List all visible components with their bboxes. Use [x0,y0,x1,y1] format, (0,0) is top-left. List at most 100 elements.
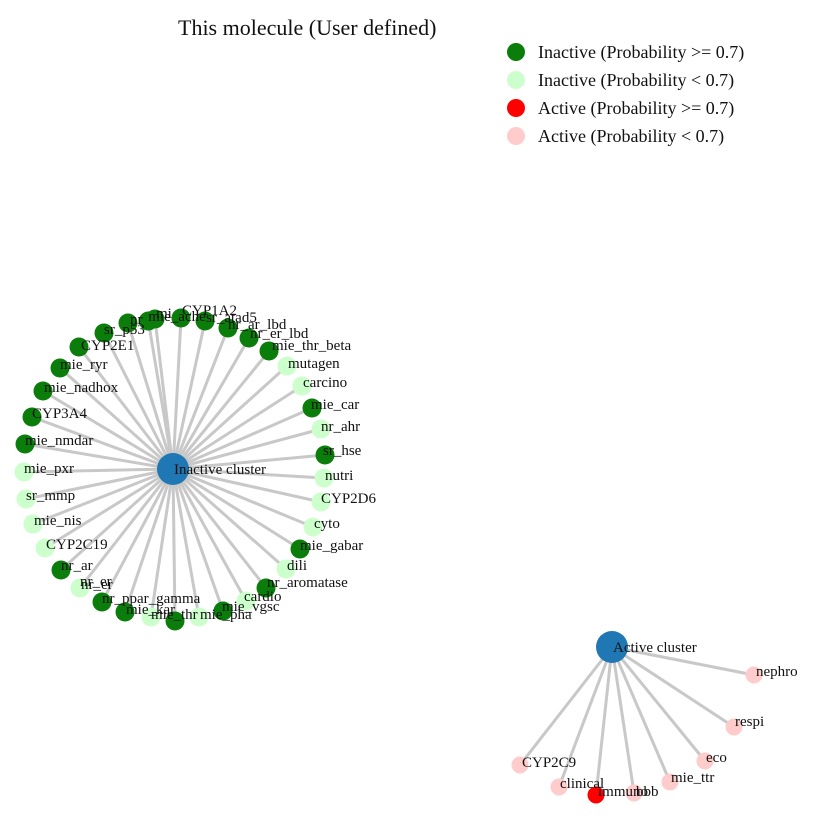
inactive-edge [102,332,175,470]
inactive-node-label: mie_pha [200,607,252,623]
active-edge [611,645,735,729]
inactive-node [115,602,135,622]
inactive-node [141,607,161,627]
inactive-node [138,311,158,331]
active-node-label: mie_ttr [671,770,714,786]
inactive-node-label: mi [156,306,172,322]
inactive-node [118,313,138,333]
inactive-node [16,489,36,509]
active-node-label: bbb [636,784,659,800]
active-cluster-node [596,631,628,663]
active-node [661,773,679,791]
inactive-edge [31,415,174,471]
legend-label-inactive_weak: Inactive (Probability < 0.7) [538,70,734,91]
inactive-node [302,398,322,418]
inactive-node-label: nr_aromatase [267,575,348,591]
inactive-node-label: mutagen [288,356,340,372]
legend-label-active_weak: Active (Probability < 0.7) [538,126,724,147]
inactive-node [23,514,43,534]
inactive-cluster-node [157,453,189,485]
inactive-node [92,592,112,612]
inactive-edge [32,467,174,526]
active-node [725,718,743,736]
active-node [625,784,643,802]
inactive-node-label: mie_gabar [300,538,363,554]
inactive-edge [171,364,289,471]
inactive-edge [171,468,268,589]
inactive-edge [171,327,230,470]
inactive-edge [100,468,175,603]
inactive-node-label: nr_ahr [321,419,360,435]
active-node-label: CYP2C9 [522,755,576,771]
inactive-node-label: sr_mmp [26,488,75,504]
inactive-node-label: mie_ache [148,309,206,325]
active-node [745,666,763,684]
inactive-node [14,462,34,482]
inactive-node-label: CYP3A4 [32,406,88,422]
inactive-edge [78,468,175,589]
inactive-node [22,407,42,427]
inactive-node [165,611,185,631]
inactive-edge [44,467,174,550]
inactive-node [189,607,209,627]
active-node-label: respi [735,714,764,730]
inactive-node [69,337,89,357]
active-node-label: eco [706,750,727,766]
inactive-node-label: mie_nadhox [44,380,119,396]
active-node-label: immuno [598,784,648,800]
inactive-node [33,381,53,401]
inactive-node [218,318,238,338]
inactive-edge [171,468,177,622]
inactive-node-label: mie_pxr [24,461,74,477]
inactive-node-label: nr_er [80,574,112,590]
inactive-node-label: mie_thr_beta [272,338,351,354]
inactive-node [35,538,55,558]
active-edge [594,646,614,796]
active-edge [610,646,707,762]
inactive-node [276,559,296,579]
active-edge [611,645,755,677]
inactive-node-label: mie_car [311,397,359,413]
inactive-node [259,341,279,361]
graph-title: This molecule (User defined) [178,15,436,40]
inactive-edge [42,389,174,471]
inactive-node-label: mie_nis [34,513,82,529]
active-edge [518,646,614,766]
legend-marker-active_strong [507,99,525,117]
active-node [587,786,605,804]
inactive-node-label: nr_er_lbd [250,326,309,342]
inactive-edge [171,337,251,470]
inactive-node-label: mie_nmdar [25,433,93,449]
inactive-edge [171,468,248,602]
legend-marker-inactive_weak [507,71,525,89]
inactive-node [303,517,323,537]
inactive-node [311,419,331,439]
inactive-edge [25,467,174,501]
inactive-edge [59,366,174,471]
inactive-edge [172,467,287,571]
inactive-node-label: sr_p53 [104,322,145,338]
inactive-node-label: CYP2E1 [81,338,134,354]
active-node-label: nephro [756,664,798,680]
inactive-node-label: mie_ryr [60,357,107,373]
inactive-node [239,328,259,348]
legend-marker-inactive_strong [507,43,525,61]
inactive-cluster-label: Inactive cluster [174,462,266,478]
inactive-edge [172,406,313,471]
inactive-edge [172,384,303,471]
inactive-node-label: cyto [314,516,340,532]
inactive-node [277,356,297,376]
inactive-node [70,578,90,598]
inactive-node [290,539,310,559]
inactive-edge [172,453,326,471]
inactive-node [50,358,70,378]
inactive-edge [172,467,301,551]
inactive-node [94,323,114,343]
inactive-node-label: CYP1A2 [182,303,237,319]
inactive-edge [149,468,175,618]
inactive-node-label: nr_er [81,577,113,593]
inactive-node-label: sr_atad5 [206,310,257,326]
inactive-node [213,601,233,621]
active-node-label: clinical [560,776,604,792]
